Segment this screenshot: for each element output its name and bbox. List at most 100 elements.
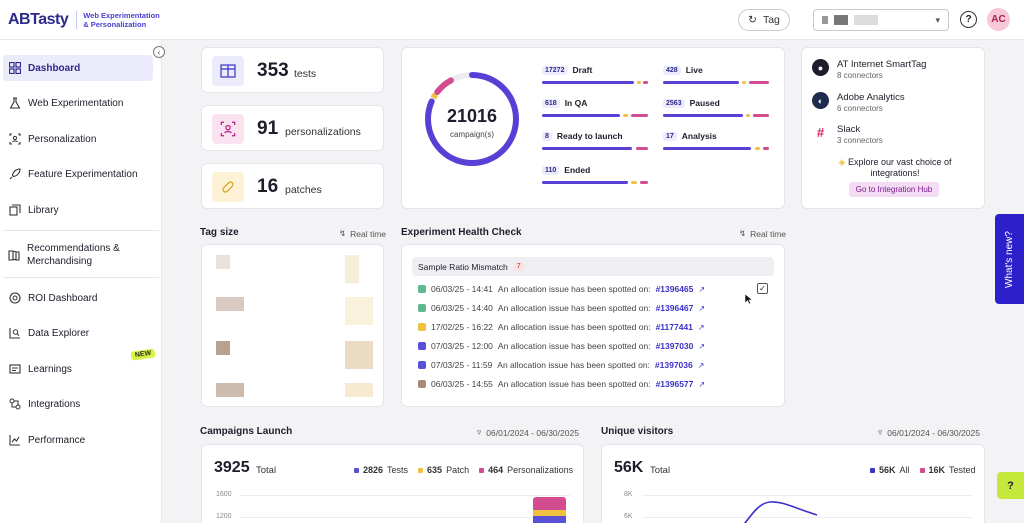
status-label: Live [685,65,703,75]
status-live[interactable]: 428 Live [663,65,769,84]
alert-campaign-link[interactable]: #1396577 [655,379,694,389]
legend-tested[interactable]: 16K Tested [919,465,976,475]
patches-stat-card[interactable]: 16 patches [201,163,384,209]
integration-at-internet[interactable]: ● AT Internet SmartTag 8 connectors [812,59,926,80]
external-link-icon[interactable]: ↗ [698,303,706,313]
status-in-qa[interactable]: 618 In QA [542,98,648,117]
y-axis-tick: 1600 [216,491,232,498]
learnings-icon [8,363,21,376]
sidebar-item-learnings[interactable]: Learnings [3,356,153,382]
redacted-block [216,341,230,355]
help-chat-button[interactable]: ? [997,472,1024,499]
chart-bar[interactable] [533,497,566,510]
status-bar [663,81,769,84]
alert-campaign-link[interactable]: #1397030 [655,341,694,351]
sidebar-item-web-experimentation[interactable]: Web Experimentation [3,90,153,116]
account-select[interactable]: ▾ [813,9,949,31]
sidebar-item-roi-dashboard[interactable]: ROI Dashboard [3,285,153,311]
sidebar-item-dashboard[interactable]: Dashboard [3,55,153,81]
chat-help-icon: ? [1007,479,1014,492]
integration-hub-button[interactable]: Go to Integration Hub [849,182,939,197]
tag-button[interactable]: ↻ Tag [738,9,790,31]
logo[interactable]: ABTasty Web Experimentation & Personaliz… [8,10,166,29]
collapse-sidebar-icon[interactable]: ‹ [153,46,165,58]
external-link-icon[interactable]: ↗ [697,322,705,332]
unique-visitors-date-filter[interactable]: ▿ 06/01/2024 - 06/30/2025 [878,427,980,438]
status-analysis[interactable]: 17 Analysis [663,131,769,150]
gridline [240,495,570,496]
status-paused[interactable]: 2563 Paused [663,98,769,117]
tag-size-card [201,244,384,407]
unique-visitors-total: 56K [614,459,644,476]
health-check-title: Experiment Health Check [401,227,522,238]
alert-campaign-link[interactable]: #1396467 [655,303,694,313]
sidebar-item-feature-experimentation[interactable]: Feature Experimentation [3,161,153,187]
sidebar-item-label: Performance [28,434,86,446]
legend-tests[interactable]: 2826 Tests [354,465,408,475]
redacted-block [216,297,244,311]
sidebar-item-performance[interactable]: Performance [3,427,153,453]
visitors-line [744,501,818,523]
legend-label: Tested [949,465,976,475]
health-check-realtime: ↯ Real time [739,228,786,239]
alert-campaign-link[interactable]: #1396465 [655,284,694,294]
campaigns-launch-date-filter[interactable]: ▿ 06/01/2024 - 06/30/2025 [477,427,579,438]
health-group-count: 7 [513,262,524,271]
personalizations-stat-card[interactable]: 91 personalizations [201,105,384,151]
legend-label: Patch [446,465,470,475]
alert-row[interactable]: 06/03/25 - 14:41 An allocation issue has… [418,283,705,295]
whats-new-tab[interactable]: What's new? [995,214,1024,304]
status-ready-to-launch[interactable]: 8 Ready to launch [542,131,648,150]
external-link-icon[interactable]: ↗ [698,341,706,351]
status-ended[interactable]: 110 Ended [542,165,648,184]
alert-row[interactable]: 06/03/25 - 14:55 An allocation issue has… [418,378,705,390]
legend-patch[interactable]: 635 Patch [418,465,469,475]
status-label: Ready to launch [556,131,623,141]
gridline [642,517,972,518]
alert-campaign-link[interactable]: #1177441 [655,322,693,332]
alert-campaign-link[interactable]: #1397036 [654,360,693,370]
status-count: 110 [542,165,560,175]
tag-size-realtime: ↯ Real time [339,228,386,239]
health-group-header[interactable]: Sample Ratio Mismatch 7 [412,257,774,276]
filter-icon: ▿ [878,427,883,437]
integration-adobe-analytics[interactable]: ◐ Adobe Analytics 6 connectors [812,92,905,113]
rocket-icon [8,168,21,181]
logo-subtitle: Web Experimentation & Personalization [76,10,166,29]
sidebar-item-library[interactable]: Library [3,197,153,223]
external-link-icon[interactable]: ↗ [698,379,706,389]
legend-all[interactable]: 56K All [870,465,910,475]
sidebar-item-data-explorer[interactable]: Data Explorer [3,320,153,346]
alert-row[interactable]: 07/03/25 - 12:00 An allocation issue has… [418,340,705,352]
realtime-icon: ↯ [339,228,347,238]
campaign-type-icon [418,380,426,388]
avatar[interactable]: AC [987,8,1010,31]
sidebar-item-integrations[interactable]: Integrations [3,391,153,417]
redacted-block [216,255,230,269]
chart-bar[interactable] [533,516,566,523]
alert-date: 07/03/25 - 12:00 [431,341,493,351]
integration-slack[interactable]: # Slack 3 connectors [812,124,883,145]
legend-value: 2826 [363,465,384,475]
sidebar-item-label: Feature Experimentation [28,168,138,180]
help-icon[interactable]: ? [960,11,977,28]
flask-icon [8,97,21,110]
alert-row[interactable]: 07/03/25 - 11:59 An allocation issue has… [418,359,704,371]
alert-row[interactable]: 17/02/25 - 16:22 An allocation issue has… [418,321,705,333]
sidebar-divider [3,230,159,231]
chart-bar[interactable] [533,510,566,516]
campaigns-launch-card: 3925 Total 2826 Tests 635 Patch 464 Persona… [201,444,584,523]
performance-icon [8,434,21,447]
external-link-icon[interactable]: ↗ [698,284,706,294]
alert-date: 17/02/25 - 16:22 [431,322,493,332]
tests-label: tests [294,68,317,80]
slack-logo-icon: # [812,124,829,141]
sidebar-item-recommendations[interactable]: Recommendations & Merchandising [3,240,153,270]
sidebar-item-personalization[interactable]: Personalization [3,126,153,152]
status-draft[interactable]: 17272 Draft [542,65,648,84]
legend-personalizations[interactable]: 464 Personalizations [479,465,573,475]
alert-row[interactable]: 06/03/25 - 14:40 An allocation issue has… [418,302,705,314]
external-link-icon[interactable]: ↗ [697,360,705,370]
acknowledge-checkbox[interactable]: ✓ [757,283,768,294]
tests-stat-card[interactable]: 353 tests [201,47,384,93]
